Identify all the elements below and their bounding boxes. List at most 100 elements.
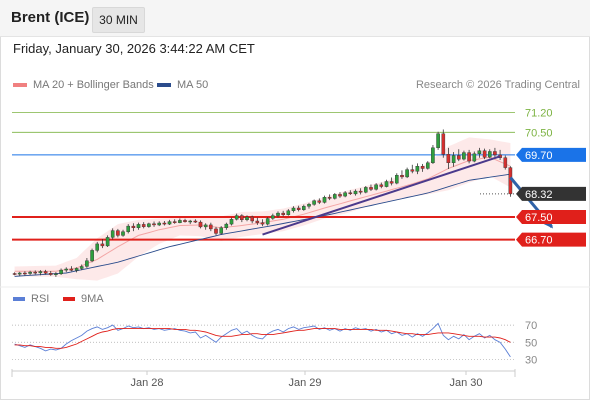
candle [488, 149, 492, 159]
candle [312, 199, 316, 206]
level-label: 70.50 [525, 127, 553, 139]
candle [296, 205, 301, 212]
candle [446, 147, 451, 170]
candle-body [405, 169, 409, 178]
candle [420, 163, 425, 172]
candle [493, 147, 497, 158]
candle [100, 239, 105, 249]
ma50-legend-label: MA 50 [177, 79, 209, 91]
candle [457, 149, 461, 162]
candle [105, 235, 110, 247]
candle-body [162, 222, 167, 225]
candle-body [188, 220, 193, 223]
ma9-swatch [63, 297, 75, 302]
candle-body [90, 250, 94, 262]
candle [193, 219, 198, 223]
candle [141, 222, 146, 229]
candle-body [38, 271, 43, 274]
candle [219, 226, 224, 235]
candle [364, 185, 368, 194]
candle [508, 166, 513, 197]
candle [482, 148, 487, 160]
candle [400, 170, 404, 179]
level-label: 69.70 [525, 150, 553, 162]
candle-body [74, 268, 79, 271]
candle-body [296, 207, 301, 210]
time-tick-label: Jan 30 [449, 377, 482, 389]
candle [59, 268, 63, 275]
candle-body [353, 190, 358, 195]
candle-body [312, 200, 316, 205]
candle-body [147, 223, 151, 227]
candle-body [457, 155, 461, 160]
candle-body [85, 260, 89, 267]
candle [286, 209, 291, 216]
level-tag [516, 147, 586, 162]
candle-body [17, 272, 22, 275]
candle [260, 219, 265, 227]
candle-body [178, 220, 182, 223]
candle-body [395, 174, 399, 184]
candle-body [369, 187, 373, 190]
level-label: 68.32 [525, 189, 553, 201]
candle-body [54, 273, 58, 275]
candle [431, 145, 435, 164]
candle-body [167, 221, 172, 225]
candle-body [307, 204, 311, 207]
candle-body [333, 194, 337, 199]
level-label: 71.20 [525, 108, 553, 120]
candle-body [493, 151, 497, 156]
candle-body [327, 197, 332, 199]
candle [167, 219, 172, 225]
candle-body [69, 268, 74, 271]
candle [152, 221, 156, 227]
candle [389, 177, 394, 186]
candle-body [193, 220, 198, 223]
candle [79, 264, 84, 271]
candle-body [291, 207, 296, 211]
interval-button[interactable]: 30 MIN [92, 7, 145, 33]
candle-body [441, 133, 446, 155]
candle-body [348, 192, 353, 194]
rsi-line [14, 322, 511, 358]
candle-body [28, 271, 32, 274]
candle [214, 226, 218, 236]
candle [343, 191, 347, 198]
bollinger-swatch [13, 83, 27, 88]
candle-body [322, 197, 327, 203]
candle [451, 152, 456, 167]
candle [234, 213, 239, 221]
candle-body [374, 184, 378, 190]
candle [265, 217, 270, 226]
candle-body [224, 223, 229, 229]
candle-body [343, 192, 347, 197]
candle [239, 214, 244, 223]
candle [353, 189, 358, 196]
candle [317, 198, 322, 205]
candle [17, 271, 22, 277]
candle [121, 229, 125, 237]
candle [183, 218, 187, 223]
candle [229, 217, 234, 226]
candle-body [126, 225, 130, 232]
candle-body [172, 221, 177, 223]
bollinger-band [14, 137, 511, 281]
candle [48, 270, 53, 276]
candle-body [462, 152, 466, 160]
legend-9ma: 9MA [63, 293, 104, 305]
candle-body [364, 187, 368, 193]
candle-body [203, 224, 208, 228]
candle [358, 188, 363, 195]
candle-body [384, 181, 389, 187]
candle [426, 161, 430, 170]
candle [245, 215, 249, 222]
timestamp: Friday, January 30, 2026 3:44:22 AM CET [13, 41, 255, 56]
candle-body [105, 237, 110, 247]
candle-body [410, 169, 415, 172]
candle-body [436, 133, 440, 148]
candle-body [358, 190, 363, 193]
candle-body [431, 147, 435, 164]
candle [188, 219, 193, 225]
candle [198, 220, 203, 229]
